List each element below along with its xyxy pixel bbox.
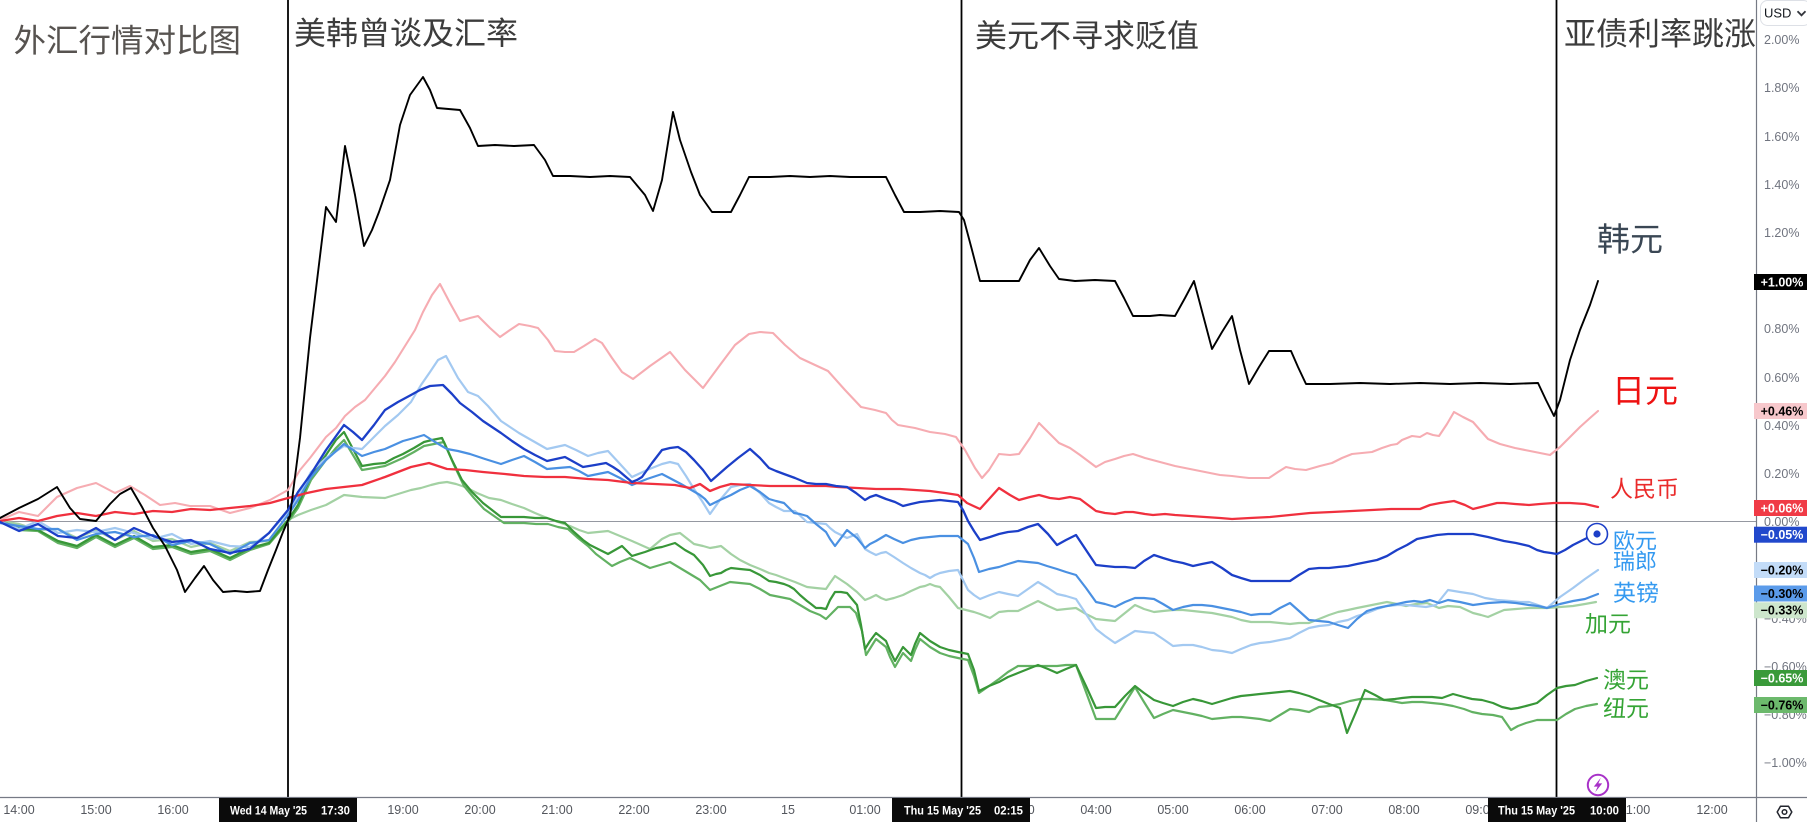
svg-text:1.60%: 1.60% (1764, 130, 1799, 144)
svg-text:23:00: 23:00 (695, 803, 726, 817)
svg-text:0.80%: 0.80% (1764, 322, 1799, 336)
svg-text:−0.65%: −0.65% (1761, 671, 1804, 685)
svg-text:−1.00%: −1.00% (1764, 756, 1807, 770)
svg-text:02:15: 02:15 (994, 804, 1023, 818)
svg-text:08:00: 08:00 (1388, 803, 1419, 817)
svg-text:Thu 15 May '25: Thu 15 May '25 (904, 804, 981, 818)
svg-text:07:00: 07:00 (1311, 803, 1342, 817)
svg-text:+0.06%: +0.06% (1761, 501, 1804, 515)
svg-text:15: 15 (781, 803, 795, 817)
svg-text:Wed 14 May '25: Wed 14 May '25 (230, 804, 307, 818)
svg-text:19:00: 19:00 (387, 803, 418, 817)
svg-text:−0.05%: −0.05% (1761, 528, 1804, 542)
svg-text:Thu 15 May '25: Thu 15 May '25 (1498, 804, 1575, 818)
svg-text:15:00: 15:00 (80, 803, 111, 817)
svg-text:1.20%: 1.20% (1764, 226, 1799, 240)
svg-text:14:00: 14:00 (3, 803, 34, 817)
svg-text:05:00: 05:00 (1157, 803, 1188, 817)
svg-text:01:00: 01:00 (849, 803, 880, 817)
svg-text:+0.46%: +0.46% (1761, 404, 1804, 418)
svg-text:2.00%: 2.00% (1764, 33, 1799, 47)
svg-text:USD: USD (1764, 6, 1791, 21)
svg-text:21:00: 21:00 (541, 803, 572, 817)
svg-text:17:30: 17:30 (321, 804, 350, 818)
svg-text:04:00: 04:00 (1080, 803, 1111, 817)
svg-text:06:00: 06:00 (1234, 803, 1265, 817)
svg-text:20:00: 20:00 (464, 803, 495, 817)
svg-text:12:00: 12:00 (1696, 803, 1727, 817)
svg-text:0.20%: 0.20% (1764, 467, 1799, 481)
svg-text:+1.00%: +1.00% (1761, 275, 1804, 289)
svg-text:0.40%: 0.40% (1764, 419, 1799, 433)
svg-text:22:00: 22:00 (618, 803, 649, 817)
svg-text:16:00: 16:00 (157, 803, 188, 817)
svg-text:0.60%: 0.60% (1764, 371, 1799, 385)
svg-text:−0.33%: −0.33% (1761, 604, 1804, 618)
svg-text:10:00: 10:00 (1590, 804, 1619, 818)
svg-text:−0.30%: −0.30% (1761, 587, 1804, 601)
svg-text:−0.20%: −0.20% (1761, 563, 1804, 577)
svg-text:1.80%: 1.80% (1764, 81, 1799, 95)
svg-text:1.40%: 1.40% (1764, 178, 1799, 192)
svg-text:−0.76%: −0.76% (1761, 698, 1804, 712)
